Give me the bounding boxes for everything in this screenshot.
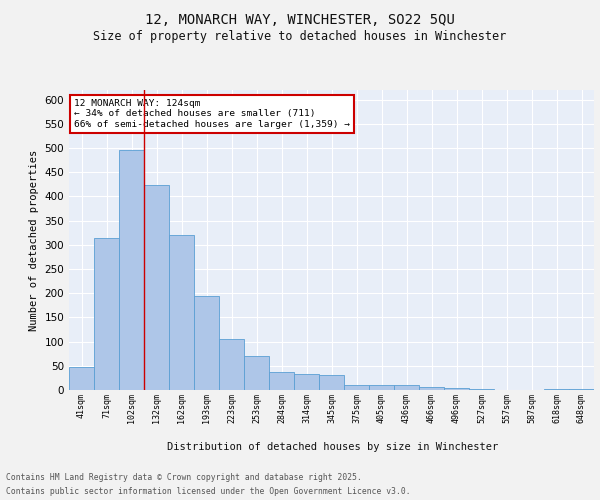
Bar (344, 384, 369, 390)
Bar (94, 238, 119, 390)
Text: 12, MONARCH WAY, WINCHESTER, SO22 5QU: 12, MONARCH WAY, WINCHESTER, SO22 5QU (145, 12, 455, 26)
Text: Contains public sector information licensed under the Open Government Licence v3: Contains public sector information licen… (6, 488, 410, 496)
Bar (194, 296, 219, 390)
Bar (219, 339, 244, 390)
Bar (419, 386, 444, 390)
Y-axis label: Number of detached properties: Number of detached properties (29, 150, 39, 330)
Bar (294, 374, 319, 390)
Bar (544, 388, 569, 390)
Bar (144, 185, 169, 390)
Text: Size of property relative to detached houses in Winchester: Size of property relative to detached ho… (94, 30, 506, 43)
Bar (444, 388, 469, 390)
Bar (469, 388, 494, 390)
Bar (119, 150, 144, 390)
Bar (319, 376, 344, 390)
Bar (369, 385, 394, 390)
Bar (394, 384, 419, 390)
Bar (244, 356, 269, 390)
Text: Contains HM Land Registry data © Crown copyright and database right 2025.: Contains HM Land Registry data © Crown c… (6, 472, 362, 482)
Bar (269, 372, 294, 390)
Bar (569, 389, 594, 390)
Text: Distribution of detached houses by size in Winchester: Distribution of detached houses by size … (167, 442, 499, 452)
Text: 12 MONARCH WAY: 124sqm
← 34% of detached houses are smaller (711)
66% of semi-de: 12 MONARCH WAY: 124sqm ← 34% of detached… (74, 99, 350, 129)
Bar (69, 367, 94, 390)
Bar (169, 235, 194, 390)
